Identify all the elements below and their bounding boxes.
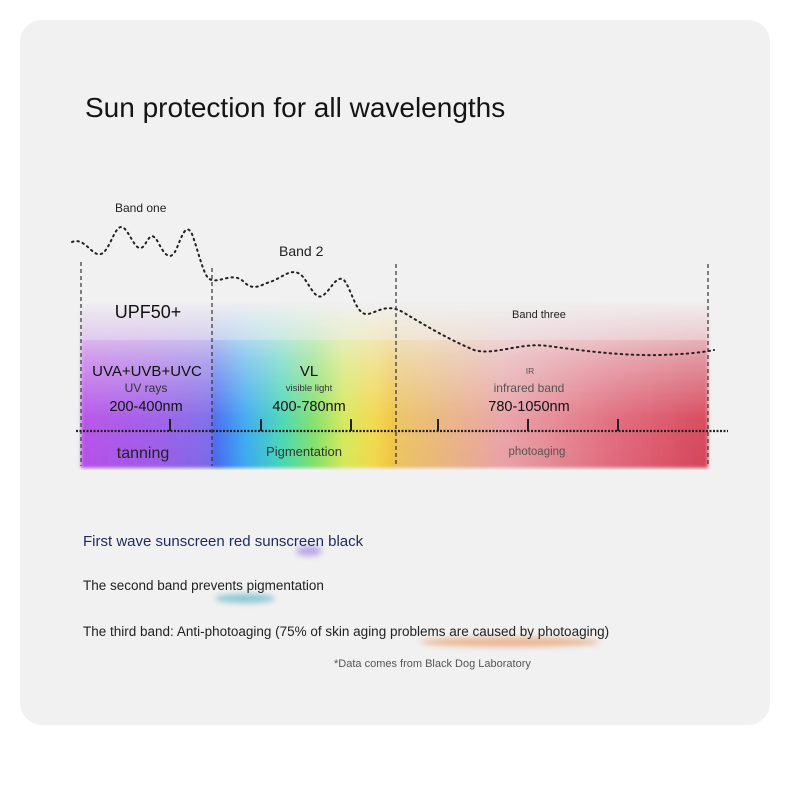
ir-range: 780-1050nm: [488, 399, 569, 415]
uv-sublabel: UV rays: [125, 381, 168, 395]
band-three-curve-label: Band three: [512, 309, 566, 321]
uv-band-region: [81, 300, 212, 468]
vl-range: 400-780nm: [272, 399, 345, 415]
vl-short-label: VL: [300, 363, 318, 380]
ir-sublabel: infrared band: [494, 381, 565, 395]
source-note: *Data comes from Black Dog Laboratory: [334, 658, 531, 670]
note-second-band: The second band prevents pigmentation: [83, 578, 324, 593]
band-two-curve-label: Band 2: [279, 243, 324, 259]
note-third-band: The third band: Anti-photoaging (75% of …: [83, 624, 610, 639]
vl-effect: Pigmentation: [266, 444, 342, 459]
band-one-curve-label: Band one: [115, 201, 167, 215]
note-first-wave: First wave sunscreen red sunscreen black: [83, 533, 364, 550]
visible-band-region: [212, 300, 396, 468]
vl-sublabel: visible light: [286, 383, 333, 394]
infrared-band-region: [396, 300, 708, 468]
uv-effect: tanning: [117, 445, 170, 462]
radiation-curve: [71, 225, 715, 357]
page-title: Sun protection for all wavelengths: [85, 92, 506, 123]
upf-rating: UPF50+: [115, 302, 182, 322]
uv-short-label: UVA+UVB+UVC: [92, 363, 202, 380]
ir-short-label: IR: [526, 366, 535, 376]
uv-range: 200-400nm: [109, 399, 182, 415]
ir-effect: photoaging: [509, 446, 566, 458]
